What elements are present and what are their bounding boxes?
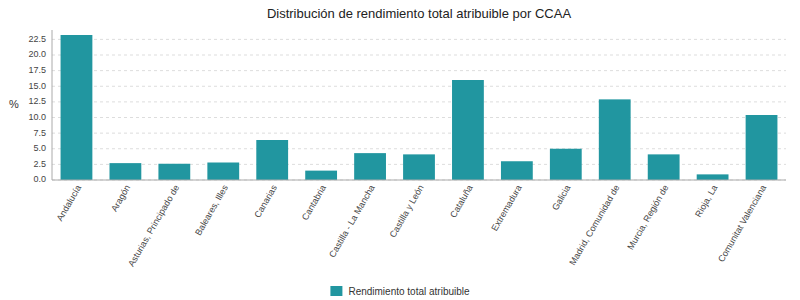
y-tick-label: 7.5 (33, 128, 46, 138)
x-tick-label: Galicia (550, 183, 572, 212)
x-tick-label: Madrid, Comunidad de (567, 183, 621, 267)
bar (109, 163, 141, 180)
grid-line (52, 148, 786, 149)
bar (256, 140, 288, 180)
y-tick-label: 22.5 (28, 34, 46, 44)
x-tick-label: Baleares, Illes (193, 183, 230, 237)
grid-line (52, 133, 786, 134)
bar (648, 154, 680, 180)
legend-swatch (330, 286, 342, 296)
title: Distribución de rendimiento total atribu… (267, 6, 572, 21)
y-tick-label: 15.0 (28, 81, 46, 91)
bar (501, 161, 533, 180)
grid-line (52, 180, 786, 181)
y-axis-label: % (9, 98, 19, 110)
y-tick-label: 2.5 (33, 159, 46, 169)
grid-line (52, 55, 786, 56)
bar (305, 171, 337, 180)
y-tick-label: 17.5 (28, 65, 46, 75)
x-tick-label: Canarias (252, 183, 279, 220)
y-tick-label: 12.5 (28, 96, 46, 106)
bar (158, 164, 190, 180)
x-tick-label: Extremadura (489, 183, 523, 233)
bar (746, 115, 778, 180)
chart-container: Distribución de rendimiento total atribu… (0, 0, 800, 300)
bar (599, 99, 631, 180)
y-tick-label: 0.0 (33, 174, 46, 184)
grid-line (52, 70, 786, 71)
x-tick-label: Cataluña (448, 183, 475, 219)
bars (61, 35, 778, 180)
bar (207, 163, 239, 181)
x-axis-line (52, 180, 786, 181)
y-tick-label: 10.0 (28, 112, 46, 122)
x-tick-label: Aragón (109, 183, 132, 213)
x-tick-label: Murcia, Región de (625, 183, 670, 251)
x-tick-label: Andalucía (55, 183, 84, 223)
bar (403, 154, 435, 180)
bar (697, 174, 729, 180)
chart-svg: Distribución de rendimiento total atribu… (0, 0, 800, 300)
x-tick-label: Rioja, La (693, 183, 719, 219)
x-tick-label: Cantabria (300, 183, 328, 222)
grid-line (52, 86, 786, 87)
x-tick-label: Castilla - La Mancha (327, 183, 377, 259)
grid-line (52, 117, 786, 118)
bar (452, 80, 484, 180)
x-tick-label: Asturias, Principado de (126, 183, 181, 268)
grid-line (52, 101, 786, 102)
grid (52, 39, 786, 180)
y-tick-label: 5.0 (33, 143, 46, 153)
bar (550, 149, 582, 180)
y-axis-line (52, 30, 53, 180)
legend-label: Rendimiento total atribuible (348, 286, 470, 297)
grid-line (52, 39, 786, 40)
bar (61, 35, 93, 180)
x-tick-label: Comunitat Valenciana (716, 183, 768, 264)
x-tick-label: Castilla y León (388, 183, 426, 239)
legend: Rendimiento total atribuible (330, 286, 470, 297)
bar (354, 153, 386, 180)
y-tick-label: 20.0 (28, 49, 46, 59)
